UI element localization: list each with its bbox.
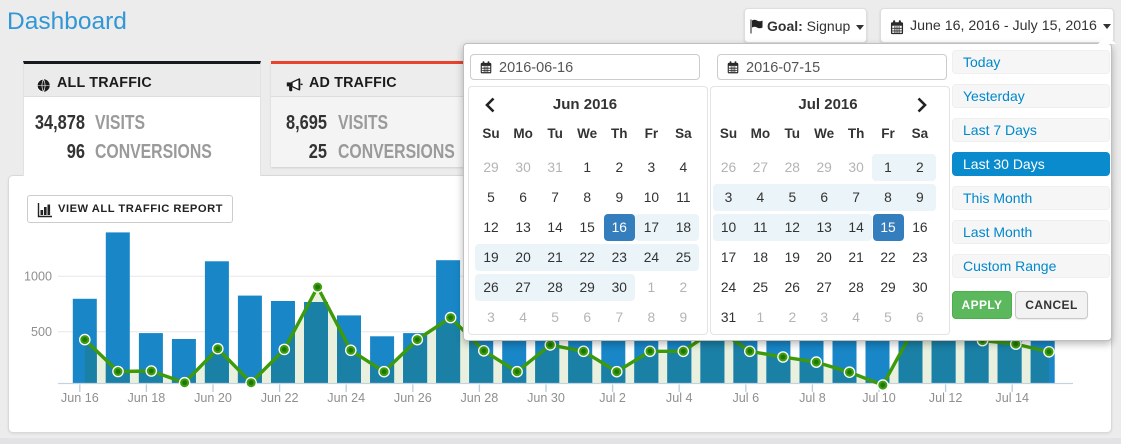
svg-text:Jul 8: Jul 8 [799,391,826,405]
svg-text:Jun 28: Jun 28 [460,391,498,405]
svg-text:Jun 16: Jun 16 [61,391,99,405]
svg-text:Jun 20: Jun 20 [194,391,232,405]
svg-text:Jul 12: Jul 12 [929,391,963,405]
svg-text:Jun 24: Jun 24 [327,391,365,405]
svg-text:Jul 4: Jul 4 [666,391,693,405]
svg-text:500: 500 [31,325,52,339]
svg-text:Jun 22: Jun 22 [261,391,299,405]
svg-text:Jun 26: Jun 26 [394,391,432,405]
svg-text:1000: 1000 [24,270,52,284]
svg-text:Jul 2: Jul 2 [599,391,626,405]
svg-text:Jul 6: Jul 6 [732,391,759,405]
svg-text:Jun 30: Jun 30 [527,391,565,405]
svg-text:Jul 10: Jul 10 [862,391,896,405]
svg-text:Jul 14: Jul 14 [995,391,1029,405]
svg-text:Jun 18: Jun 18 [127,391,165,405]
